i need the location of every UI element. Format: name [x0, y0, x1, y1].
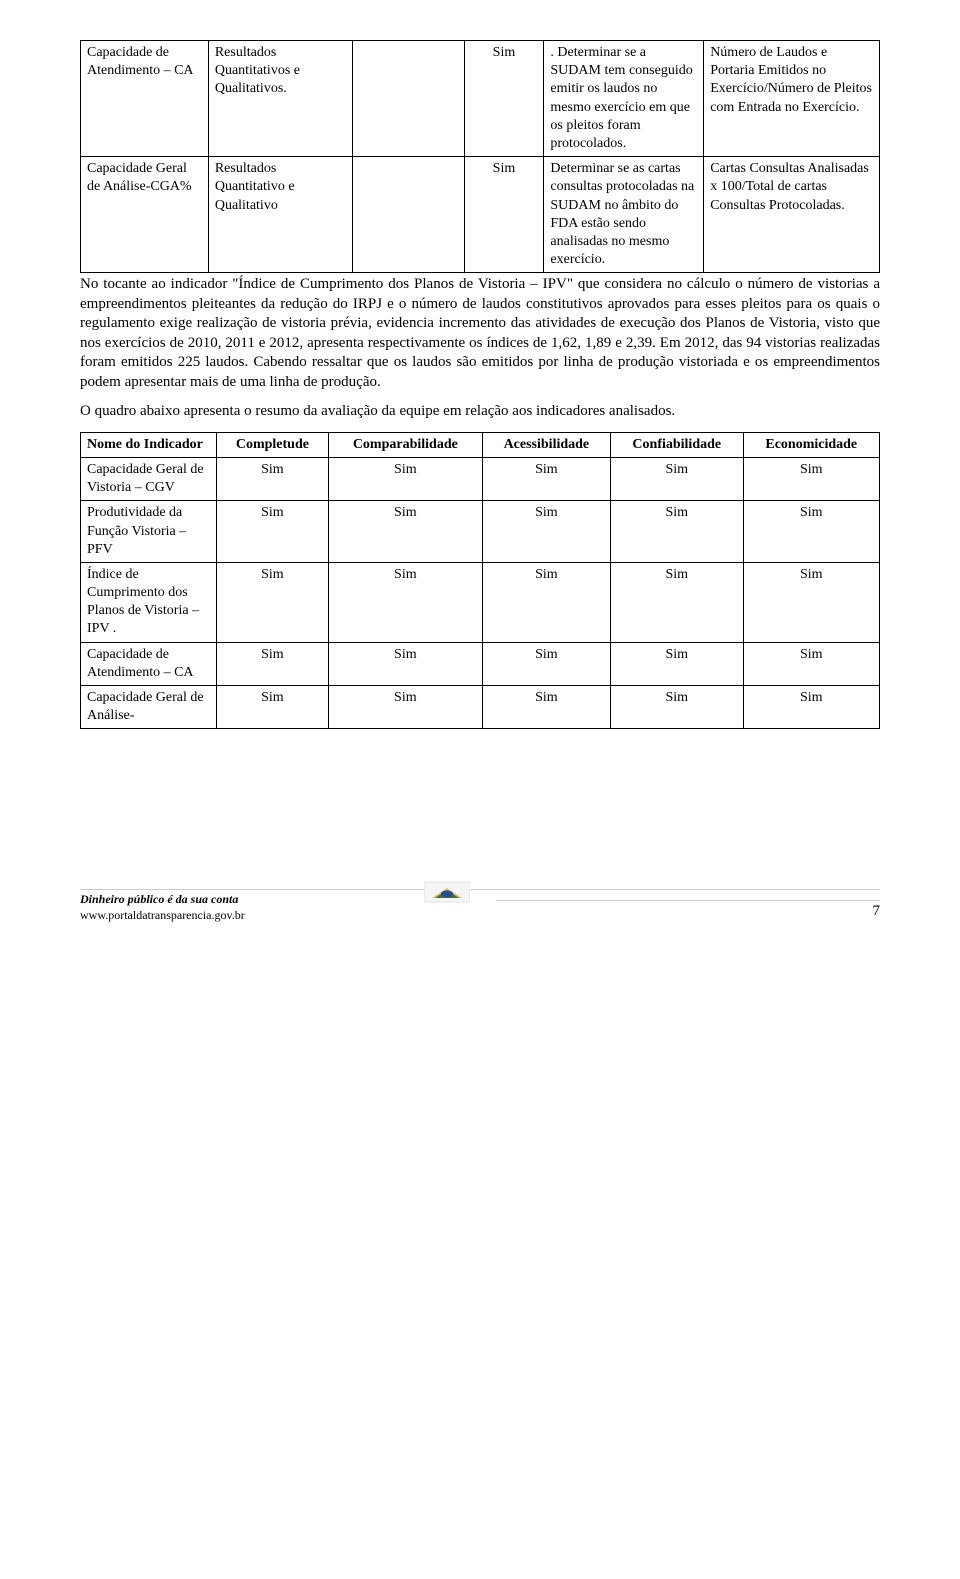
- table-row: Capacidade Geral de Análise-CGA% Resulta…: [81, 157, 880, 273]
- cell-results: Resultados Quantitativo e Qualitativo: [208, 157, 352, 273]
- table-row: Capacidade de Atendimento – CA Resultado…: [81, 41, 880, 157]
- footer-divider: [496, 900, 880, 901]
- table-row: Capacidade de Atendimento – CA Sim Sim S…: [81, 642, 880, 685]
- cell-value: Sim: [216, 642, 328, 685]
- table-row: Capacidade Geral de Análise- Sim Sim Sim…: [81, 686, 880, 729]
- cell-name: Capacidade Geral de Análise-: [81, 686, 217, 729]
- cell-name: Capacidade Geral de Vistoria – CGV: [81, 457, 217, 500]
- cell-results: Resultados Quantitativos e Qualitativos.: [208, 41, 352, 157]
- cell-value: Sim: [216, 686, 328, 729]
- col-header: Acessibilidade: [482, 432, 610, 457]
- cell-description: Determinar se as cartas consultas protoc…: [544, 157, 704, 273]
- footer-url: www.portaldatransparencia.gov.br: [80, 908, 880, 924]
- cell-value: Sim: [482, 457, 610, 500]
- cell-name: Capacidade de Atendimento – CA: [81, 642, 217, 685]
- cell-empty: [352, 41, 464, 157]
- paragraph-intro-table: O quadro abaixo apresenta o resumo da av…: [80, 402, 880, 422]
- cell-name: Índice de Cumprimento dos Planos de Vist…: [81, 562, 217, 642]
- cell-value: Sim: [328, 642, 482, 685]
- cell-value: Sim: [216, 457, 328, 500]
- cell-value: Sim: [611, 642, 743, 685]
- summary-table: Nome do Indicador Completude Comparabili…: [80, 432, 880, 730]
- cell-value: Sim: [216, 501, 328, 563]
- cell-value: Sim: [328, 457, 482, 500]
- cell-value: Sim: [482, 562, 610, 642]
- table-row: Produtividade da Função Vistoria – PFV S…: [81, 501, 880, 563]
- cell-value: Sim: [328, 501, 482, 563]
- cell-value: Sim: [328, 562, 482, 642]
- table-row: Índice de Cumprimento dos Planos de Vist…: [81, 562, 880, 642]
- cell-value: Sim: [482, 642, 610, 685]
- cell-sim: Sim: [464, 41, 544, 157]
- cell-value: Sim: [743, 457, 880, 500]
- cell-value: Sim: [328, 686, 482, 729]
- definition-table: Capacidade de Atendimento – CA Resultado…: [80, 40, 880, 273]
- page-footer: Dinheiro público é da sua conta www.port…: [80, 889, 880, 923]
- cell-description: . Determinar se a SUDAM tem conseguido e…: [544, 41, 704, 157]
- cell-value: Sim: [482, 686, 610, 729]
- cell-indicator: Capacidade de Atendimento – CA: [81, 41, 209, 157]
- cell-indicator: Capacidade Geral de Análise-CGA%: [81, 157, 209, 273]
- cell-sim: Sim: [464, 157, 544, 273]
- cell-value: Sim: [743, 642, 880, 685]
- cell-value: Sim: [216, 562, 328, 642]
- cell-name: Produtividade da Função Vistoria – PFV: [81, 501, 217, 563]
- col-header: Confiabilidade: [611, 432, 743, 457]
- cell-value: Sim: [611, 562, 743, 642]
- col-header: Comparabilidade: [328, 432, 482, 457]
- cell-value: Sim: [743, 562, 880, 642]
- col-header: Completude: [216, 432, 328, 457]
- table-header-row: Nome do Indicador Completude Comparabili…: [81, 432, 880, 457]
- page-number: 7: [873, 902, 881, 922]
- cell-value: Sim: [743, 501, 880, 563]
- cell-empty: [352, 157, 464, 273]
- paragraph-analysis: No tocante ao indicador "Índice de Cumpr…: [80, 275, 880, 392]
- transparency-logo-icon: [424, 878, 470, 906]
- cell-value: Sim: [611, 457, 743, 500]
- cell-value: Sim: [611, 686, 743, 729]
- col-header: Economicidade: [743, 432, 880, 457]
- cell-value: Sim: [482, 501, 610, 563]
- col-header: Nome do Indicador: [81, 432, 217, 457]
- cell-value: Sim: [743, 686, 880, 729]
- cell-formula: Cartas Consultas Analisadas x 100/Total …: [704, 157, 880, 273]
- cell-value: Sim: [611, 501, 743, 563]
- table-row: Capacidade Geral de Vistoria – CGV Sim S…: [81, 457, 880, 500]
- cell-formula: Número de Laudos e Portaria Emitidos no …: [704, 41, 880, 157]
